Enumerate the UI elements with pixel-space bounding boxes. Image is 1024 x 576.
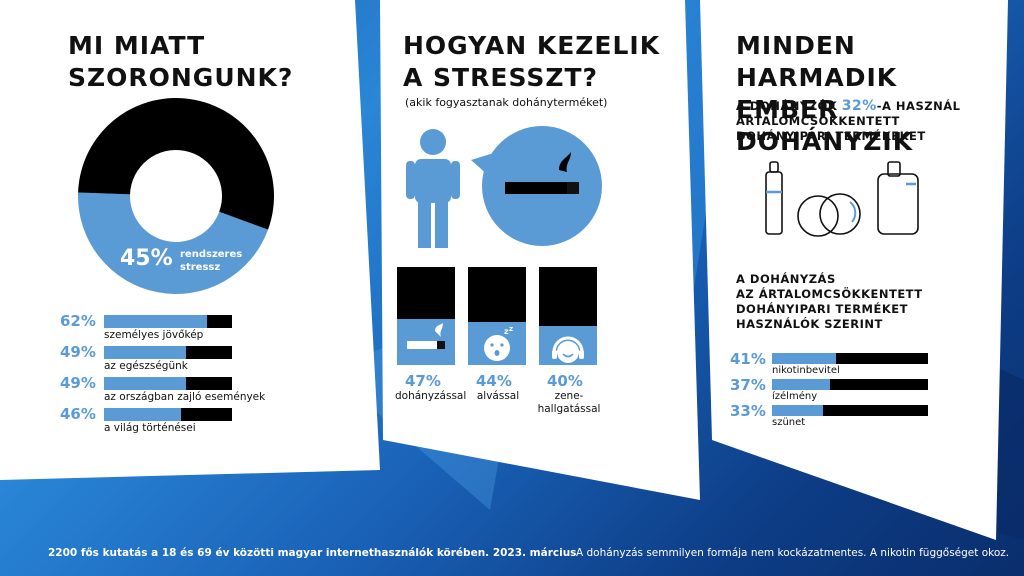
coping-label: dohányzással: [395, 390, 467, 402]
users-bar: [772, 379, 928, 390]
person-icon: [406, 129, 460, 248]
anxiety-bar: [104, 315, 232, 328]
users-subtitle: A DOHÁNYZÁS AZ ÁRTALOMCSÖKKENTETT DOHÁNY…: [736, 272, 923, 331]
coping-bar: [397, 267, 455, 365]
coping-pct: 40%: [547, 372, 583, 390]
stress-donut-chart: [77, 98, 275, 294]
users-bar: [772, 353, 928, 364]
anxiety-bar: [104, 408, 232, 421]
users-label: ízélmény: [772, 391, 818, 402]
anxiety-panel: MI MIATT SZORONGUNK? 45% rendszeres stre…: [0, 0, 380, 480]
footer-warning: A dohányzás semmilyen formája nem kockáz…: [576, 547, 1010, 559]
anxiety-pct: 49%: [60, 343, 96, 361]
coping-pct: 47%: [405, 372, 441, 390]
anxiety-bar: [104, 377, 232, 390]
anxiety-pct: 62%: [60, 312, 96, 330]
panel2-subtitle: (akik fogyasztanak dohányterméket): [405, 96, 608, 109]
users-bar: [772, 405, 928, 416]
coping-bar-fill: [397, 319, 455, 365]
anxiety-bar: [104, 346, 232, 359]
donut-pct: 45%: [120, 246, 173, 271]
users-pct: 33%: [730, 402, 766, 420]
users-bar-fill: [772, 353, 836, 364]
coping-label: alvással: [476, 390, 520, 402]
svg-text:z: z: [504, 327, 509, 336]
anxiety-pct: 46%: [60, 405, 96, 423]
headphones-face-icon: [552, 336, 584, 363]
users-label: nikotinbevitel: [772, 365, 840, 376]
users-bar-fill: [772, 405, 824, 416]
panel3-title: MINDEN HARMADIK EMBER DOHÁNYZIK: [736, 31, 914, 156]
coping-panel: HOGYAN KEZELIK A STRESSZT? (akik fogyasz…: [380, 0, 700, 500]
coping-label: zene- hallgatással: [537, 390, 601, 415]
cigarette-bubble-icon: [471, 126, 602, 246]
anxiety-label: az országban zajló események: [104, 391, 266, 403]
anxiety-bar-fill: [104, 408, 181, 421]
users-pct: 37%: [730, 376, 766, 394]
coping-pct: 44%: [476, 372, 512, 390]
anxiety-label: személyes jövőkép: [104, 329, 204, 341]
devices-illustration: [765, 161, 919, 237]
heated-tobacco-icon: [797, 193, 861, 237]
donut-label: rendszeres stressz: [180, 249, 243, 273]
smoking-panel: MINDEN HARMADIK EMBER DOHÁNYZIK A DOHÁNY…: [700, 0, 1008, 540]
panel2-title: HOGYAN KEZELIK A STRESSZT?: [403, 31, 661, 92]
anxiety-label: az egészségünk: [104, 360, 188, 372]
anxiety-bar-fill: [104, 377, 186, 390]
cigarette-icon: [407, 323, 445, 349]
harm-reduction-stat: A DOHÁNYZÓK 32%-A HASZNÁL ÁRTALOMCSÖKKEN…: [736, 98, 961, 144]
coping-bar: [539, 267, 597, 365]
donut-slice-stress: [77, 192, 269, 294]
anxiety-bar-fill: [104, 315, 208, 328]
users-bar-fill: [772, 379, 830, 390]
svg-text:z: z: [509, 326, 513, 333]
users-label: szünet: [772, 417, 806, 428]
footer-source: 2200 fős kutatás a 18 és 69 év közötti m…: [48, 547, 577, 559]
panel1-title: MI MIATT SZORONGUNK?: [68, 31, 294, 92]
vape-device-icon: [877, 161, 919, 235]
donut-slice-rest: [78, 98, 275, 230]
e-cigarette-icon: [765, 161, 783, 235]
anxiety-bar-fill: [104, 346, 186, 359]
anxiety-pct: 49%: [60, 374, 96, 392]
users-pct: 41%: [730, 350, 766, 368]
anxiety-label: a világ történései: [104, 422, 196, 434]
coping-bar-fill: [539, 326, 597, 365]
